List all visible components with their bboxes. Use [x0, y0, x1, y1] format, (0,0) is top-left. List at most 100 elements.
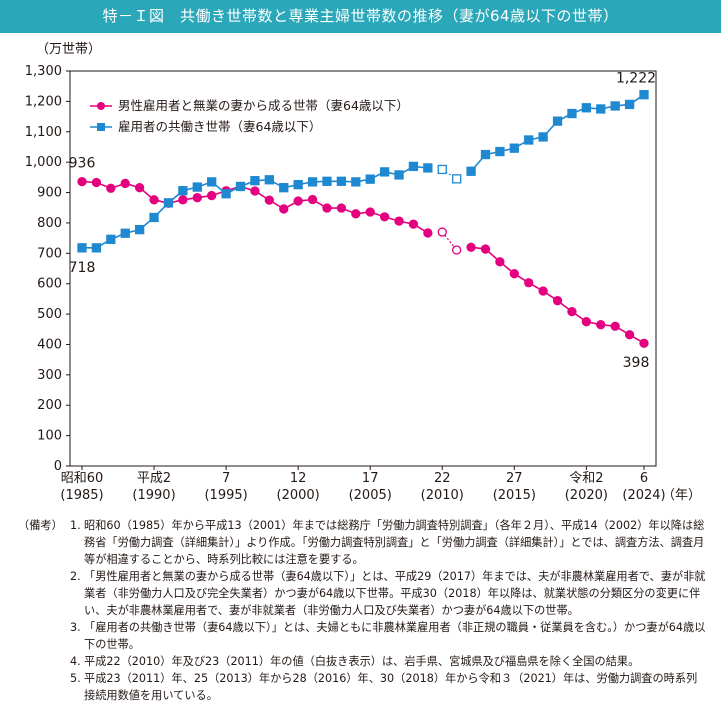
data-point — [567, 306, 577, 317]
data-point — [423, 163, 433, 173]
note-number: 1. — [70, 519, 81, 532]
note-item: 1. 昭和60（1985）年から平成13（2001）年までは総務庁「労働力調査特別… — [18, 517, 708, 568]
notes-section: （備考） 1. 昭和60（1985）年から平成13（2001）年までは総務庁「労働… — [18, 517, 708, 704]
data-point — [207, 177, 217, 187]
data-point — [567, 108, 577, 119]
plot-frame — [69, 70, 657, 467]
data-point — [466, 242, 476, 252]
data-point — [264, 175, 274, 185]
figure-title: 特－Ｉ図 共働き世帯数と専業主婦世帯数の推移（妻が64歳以下の世帯） — [102, 7, 619, 25]
data-point — [596, 320, 606, 330]
note-number: 3. — [70, 621, 81, 634]
y-tick-label: 800 — [37, 216, 62, 231]
data-point — [509, 143, 519, 153]
data-point — [279, 204, 289, 214]
y-tick-label: 600 — [37, 277, 62, 292]
data-point — [408, 161, 419, 172]
data-point — [293, 179, 303, 190]
data-point — [466, 166, 476, 176]
data-point — [480, 244, 491, 254]
data-point — [134, 183, 145, 193]
y-tick-label: 700 — [37, 246, 62, 261]
data-point — [307, 194, 318, 205]
data-point — [452, 174, 462, 184]
x-tick-era-label: 6 — [640, 471, 648, 486]
data-point — [538, 132, 548, 142]
y-tick-label: 900 — [37, 186, 62, 201]
data-point — [351, 177, 361, 187]
data-point — [120, 178, 130, 189]
y-tick-label: 1,000 — [25, 155, 62, 170]
data-point — [235, 181, 246, 192]
x-tick-era-label: 令和2 — [569, 471, 603, 486]
value-callout: 398 — [623, 355, 650, 371]
note-number: 5. — [70, 672, 81, 685]
data-point — [480, 149, 491, 160]
data-point — [538, 286, 548, 296]
data-point — [379, 212, 390, 222]
data-point — [437, 227, 447, 237]
data-point — [452, 245, 462, 255]
data-point — [91, 177, 102, 188]
legend-marker — [97, 123, 105, 131]
note-item: 2. 「男性雇用者と無業の妻から成る世帯（妻64歳以下）」とは、平成29（2017… — [18, 568, 708, 619]
data-point — [437, 164, 447, 175]
note-item: 3. 「雇用者の共働き世帯（妻64歳以下）」とは、夫婦ともに非農林業雇用者（非正規… — [18, 619, 708, 653]
legend-label: 男性雇用者と無業の妻から成る世帯（妻64歳以下） — [118, 98, 409, 113]
data-point — [581, 317, 592, 327]
data-point — [192, 193, 202, 203]
x-tick-era-label: 17 — [362, 471, 379, 486]
data-point — [379, 167, 390, 177]
y-tick-label: 400 — [37, 337, 62, 352]
data-point — [322, 203, 332, 213]
x-tick-year-label: (2000) — [277, 488, 320, 503]
data-point — [408, 219, 419, 229]
note-number: 2. — [70, 570, 81, 583]
legend-label: 雇用者の共働き世帯（妻64歳以下） — [118, 119, 321, 134]
data-point — [495, 146, 505, 157]
value-callout: 718 — [69, 260, 96, 276]
legend-marker — [97, 102, 105, 110]
data-point — [91, 243, 102, 253]
data-point — [207, 190, 217, 201]
y-tick-label: 1,300 — [25, 64, 62, 79]
data-point — [495, 257, 505, 267]
y-tick-label: 100 — [37, 429, 62, 444]
data-point — [524, 278, 534, 288]
x-tick-year-label: (1985) — [60, 488, 103, 503]
data-point — [134, 224, 145, 235]
series-dashed-line — [441, 168, 457, 180]
data-point — [394, 170, 404, 180]
data-point — [250, 176, 260, 186]
data-point — [163, 198, 174, 208]
note-item: 5. 平成23（2011）年、25（2013）年から28（2016）年、30（20… — [18, 670, 708, 704]
x-tick-era-label: 12 — [290, 471, 307, 486]
data-point — [149, 212, 159, 223]
value-callout: 936 — [69, 156, 96, 172]
note-text: 平成23（2011）年、25（2013）年から28（2016）年、30（2018… — [84, 672, 698, 702]
y-tick-label: 300 — [37, 368, 62, 383]
figure-title-bar: 特－Ｉ図 共働き世帯数と専業主婦世帯数の推移（妻が64歳以下の世帯） — [0, 0, 721, 33]
y-tick-label: 0 — [54, 459, 62, 474]
x-tick-year-label: (2015) — [493, 488, 536, 503]
data-point — [178, 186, 188, 196]
note-text: 「男性雇用者と無業の妻から成る世帯（妻64歳以下）」とは、平成29（2017）年… — [84, 570, 706, 617]
data-point — [149, 195, 159, 205]
data-point — [509, 269, 519, 279]
x-tick-era-label: 27 — [506, 471, 523, 486]
x-tick-year-label: (1995) — [204, 488, 247, 503]
data-point — [524, 135, 534, 145]
y-tick-label: 500 — [37, 307, 62, 322]
x-tick-era-label: 昭和60 — [61, 471, 104, 486]
x-tick-era-label: 平成2 — [137, 471, 171, 486]
data-point — [120, 228, 130, 238]
y-tick-label: 1,100 — [25, 125, 62, 140]
data-point — [596, 104, 606, 114]
value-callout: 1,222 — [616, 71, 656, 87]
data-point — [610, 101, 620, 111]
data-point — [336, 203, 347, 213]
data-point — [106, 234, 116, 244]
x-tick-era-label: 7 — [222, 471, 230, 486]
data-point — [77, 243, 87, 253]
data-point — [77, 176, 87, 187]
